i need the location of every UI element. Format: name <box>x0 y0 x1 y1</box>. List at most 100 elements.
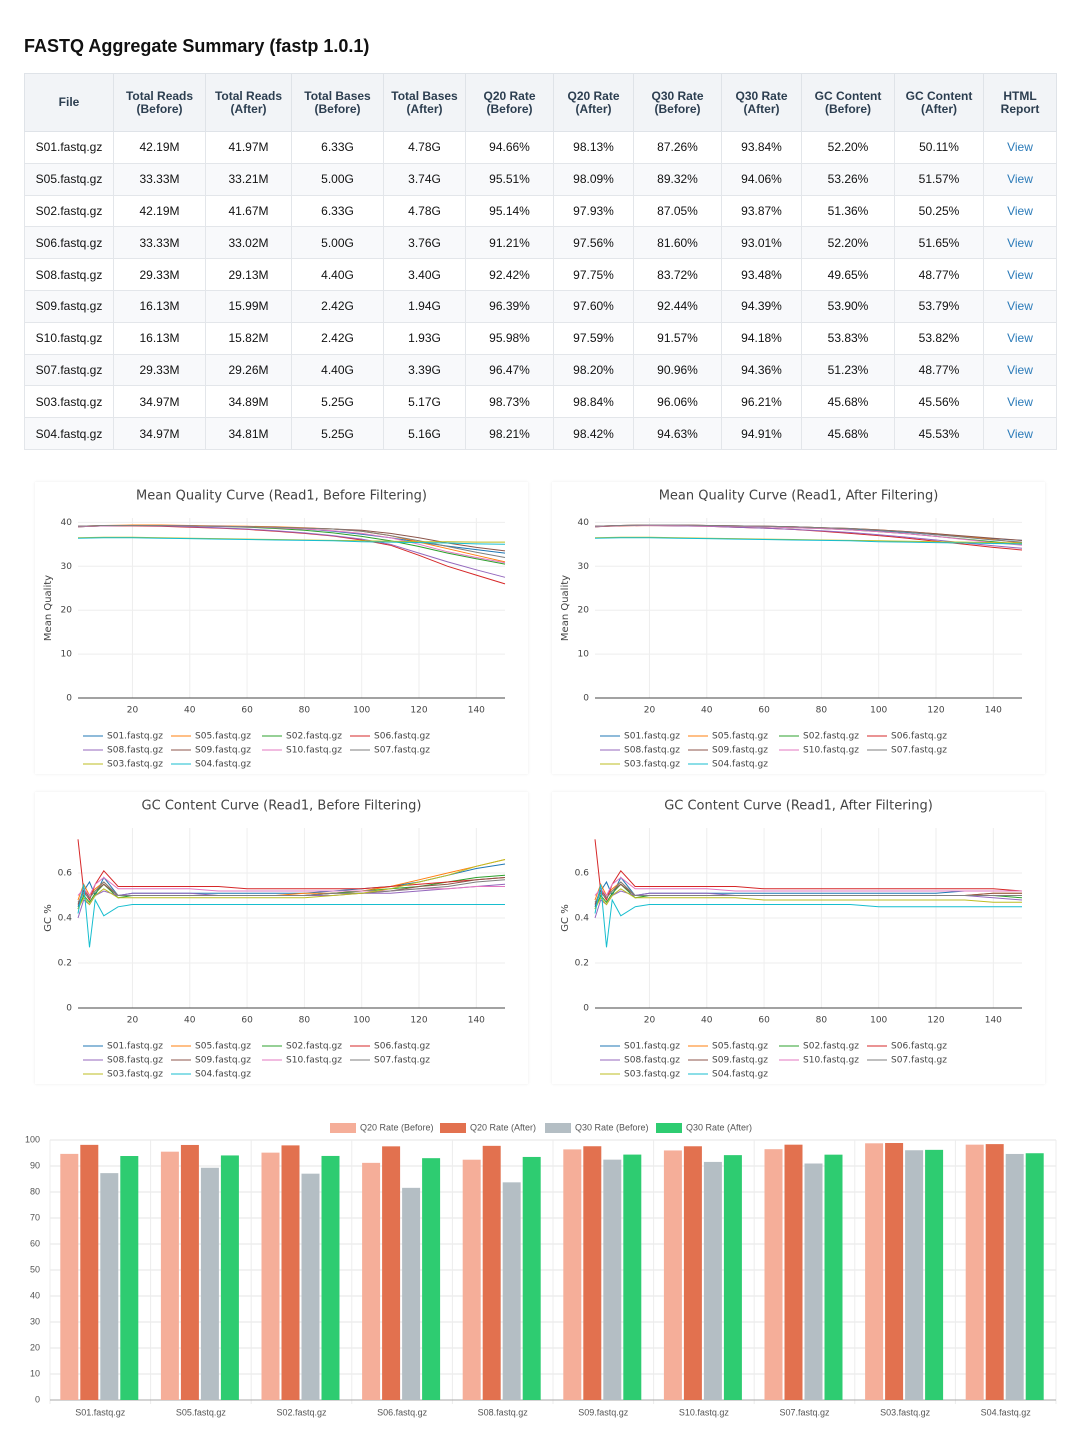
table-cell: 93.01% <box>721 226 802 260</box>
y-tick-label: 0.4 <box>58 914 73 924</box>
table-cell: 3.39G <box>383 353 466 387</box>
table-cell: 42.19M <box>113 131 206 164</box>
x-tick-label: 120 <box>410 1016 427 1026</box>
y-axis-label: Mean Quality <box>560 575 571 641</box>
x-tick-label: 20 <box>644 706 656 716</box>
table-cell: 34.97M <box>113 417 206 450</box>
bar <box>583 1146 602 1400</box>
table-cell: 2.42G <box>291 321 384 355</box>
report-link[interactable]: View <box>1007 203 1033 218</box>
chart-panel: 0 10 20 30 40 50 60 70 80 90 100 S01.fastq.gz S05.fa… <box>0 1105 1080 1435</box>
column-header: Total Reads (After) <box>205 73 292 132</box>
x-tick-label: S10.fastq.gz <box>679 1407 730 1417</box>
bar <box>764 1149 783 1400</box>
table-cell: 3.74G <box>383 162 466 196</box>
table-cell: 41.97M <box>205 131 292 164</box>
series-line <box>77 883 506 919</box>
table-cell: 94.36% <box>721 353 802 387</box>
table-cell: 91.21% <box>465 226 554 260</box>
bar <box>965 1144 984 1400</box>
table-cell: 98.09% <box>553 162 634 196</box>
report-link[interactable]: View <box>1007 394 1033 409</box>
report-link[interactable]: View <box>1007 299 1033 314</box>
bar <box>603 1159 622 1400</box>
y-tick-label: 60 <box>30 1238 40 1248</box>
series-line <box>594 876 1022 897</box>
legend-label: S08.fastq.gz <box>107 746 163 756</box>
table-cell: 98.42% <box>553 417 634 450</box>
legend-label: S10.fastq.gz <box>286 746 342 756</box>
legend-label: S08.fastq.gz <box>624 746 680 756</box>
series-line <box>594 883 1022 905</box>
table-cell: 42.19M <box>113 194 206 228</box>
table-cell: 94.91% <box>721 417 802 450</box>
table-row: S07.fastq.gz 29.33M 29.26M 4.40G 3.39G 96.47%… <box>24 353 1057 387</box>
chart: 0 10 20 30 40 50 60 70 80 90 100 S01.fastq.gz S05.fa… <box>25 1122 1057 1417</box>
legend-label: S02.fastq.gz <box>803 1042 859 1052</box>
table-cell: 98.20% <box>553 353 634 387</box>
table-cell: 94.18% <box>721 321 802 355</box>
y-tick-label: 30 <box>578 562 590 572</box>
table-cell: 95.51% <box>465 162 554 196</box>
column-header: Q30 Rate (Before) <box>633 73 722 132</box>
table-cell: View <box>983 353 1057 387</box>
legend-label: S10.fastq.gz <box>803 1056 859 1066</box>
y-tick-label: 40 <box>30 1290 40 1300</box>
y-tick-label: 80 <box>30 1186 40 1196</box>
report-link[interactable]: View <box>1007 331 1033 346</box>
table-cell: View <box>983 417 1057 450</box>
chart-panel: Mean Quality Curve (Read1, Before Filter… <box>35 482 528 774</box>
legend-label: S02.fastq.gz <box>286 1042 342 1052</box>
report-link[interactable]: View <box>1007 362 1033 377</box>
table-cell: 45.68% <box>801 385 895 419</box>
x-tick-label: S07.fastq.gz <box>779 1407 830 1417</box>
table-cell: View <box>983 226 1057 260</box>
x-tick-label: 40 <box>184 1016 196 1026</box>
bar <box>905 1150 924 1400</box>
table-cell: 93.48% <box>721 258 802 291</box>
bar <box>422 1158 441 1400</box>
page-title: FASTQ Aggregate Summary (fastp 1.0.1) <box>24 36 370 56</box>
bar <box>180 1144 199 1400</box>
series-line <box>594 524 1023 543</box>
y-tick-label: 90 <box>30 1160 40 1170</box>
series-line <box>77 874 506 910</box>
table-cell: S10.fastq.gz <box>24 321 114 355</box>
x-tick-label: 120 <box>927 1016 944 1026</box>
table-cell: 90.96% <box>633 353 722 387</box>
legend-swatch <box>440 1123 466 1133</box>
table-cell: 94.66% <box>465 131 554 164</box>
series-line <box>77 863 506 907</box>
table-cell: 15.82M <box>205 321 292 355</box>
table-cell: 94.06% <box>721 162 802 196</box>
chart-panel: GC Content Curve (Read1, After Filtering… <box>552 792 1045 1084</box>
header-row: File Total Reads (Before) Total Reads (Aft… <box>24 73 1057 132</box>
bar <box>683 1146 702 1400</box>
report-link[interactable]: View <box>1007 235 1033 250</box>
report-link[interactable]: View <box>1007 172 1033 187</box>
legend-label: S06.fastq.gz <box>891 1042 947 1052</box>
x-tick-label: 140 <box>468 1016 485 1026</box>
x-tick-label: 60 <box>241 1016 253 1026</box>
y-tick-label: 20 <box>61 606 73 616</box>
table-row: S10.fastq.gz 16.13M 15.82M 2.42G 1.93G 95.98%… <box>24 321 1057 355</box>
table-cell: S02.fastq.gz <box>24 194 114 228</box>
x-tick-label: 60 <box>758 706 770 716</box>
table-cell: View <box>983 162 1057 196</box>
table-cell: 53.26% <box>801 162 895 196</box>
table-row: S03.fastq.gz 34.97M 34.89M 5.25G 5.17G 98.73%… <box>24 385 1057 419</box>
bar <box>220 1155 239 1400</box>
bar <box>301 1173 320 1400</box>
chart: GC Content Curve (Read1, After Filtering… <box>560 799 1023 1080</box>
report-link[interactable]: View <box>1007 426 1033 441</box>
chart-title: Mean Quality Curve (Read1, After Filteri… <box>659 489 939 504</box>
legend-label: S02.fastq.gz <box>803 732 859 742</box>
report-link[interactable]: View <box>1007 267 1033 282</box>
table-cell: 5.16G <box>383 417 466 450</box>
table-cell: 51.36% <box>801 194 895 228</box>
table-cell: 52.20% <box>801 131 895 164</box>
report-link[interactable]: View <box>1007 140 1033 155</box>
table-cell: 97.59% <box>553 321 634 355</box>
y-tick-label: 0.2 <box>575 959 589 969</box>
